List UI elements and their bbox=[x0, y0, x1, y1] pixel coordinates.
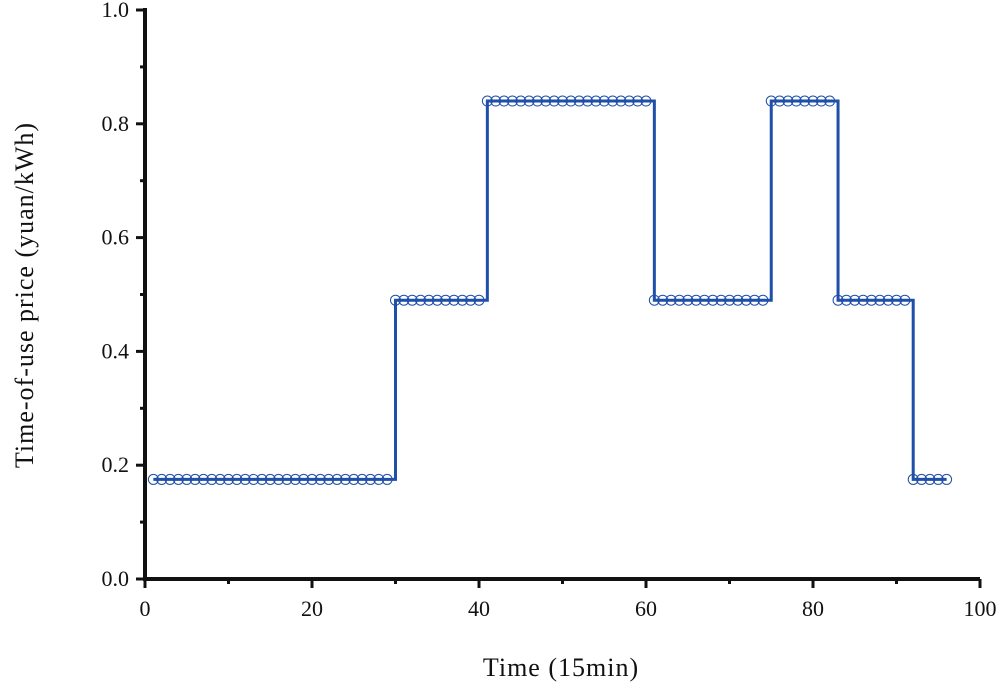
plot-area bbox=[147, 95, 953, 485]
x-tick-label: 60 bbox=[635, 596, 657, 621]
y-axis-title: Time-of-use price (yuan/kWh) bbox=[10, 122, 39, 468]
x-tick-label: 0 bbox=[140, 596, 151, 621]
y-tick-label: 1.0 bbox=[102, 0, 130, 22]
x-tick-label: 80 bbox=[802, 596, 824, 621]
x-tick-label: 40 bbox=[468, 596, 490, 621]
y-tick-label: 0.4 bbox=[102, 338, 130, 363]
y-tick-label: 0.8 bbox=[102, 111, 130, 136]
x-tick-label: 20 bbox=[301, 596, 323, 621]
y-tick-group: 0.0 0.2 0.4 0.6 0.8 1.0 bbox=[102, 0, 145, 591]
y-tick-label: 0.0 bbox=[102, 566, 130, 591]
series-line bbox=[153, 99, 947, 481]
x-tick-label: 100 bbox=[964, 596, 997, 621]
marker-group bbox=[147, 95, 953, 485]
y-tick-label: 0.6 bbox=[102, 225, 130, 250]
x-tick-group: 0 20 40 60 80 100 bbox=[140, 579, 997, 621]
x-axis-title: Time (15min) bbox=[483, 653, 639, 682]
y-tick-label: 0.2 bbox=[102, 452, 130, 477]
